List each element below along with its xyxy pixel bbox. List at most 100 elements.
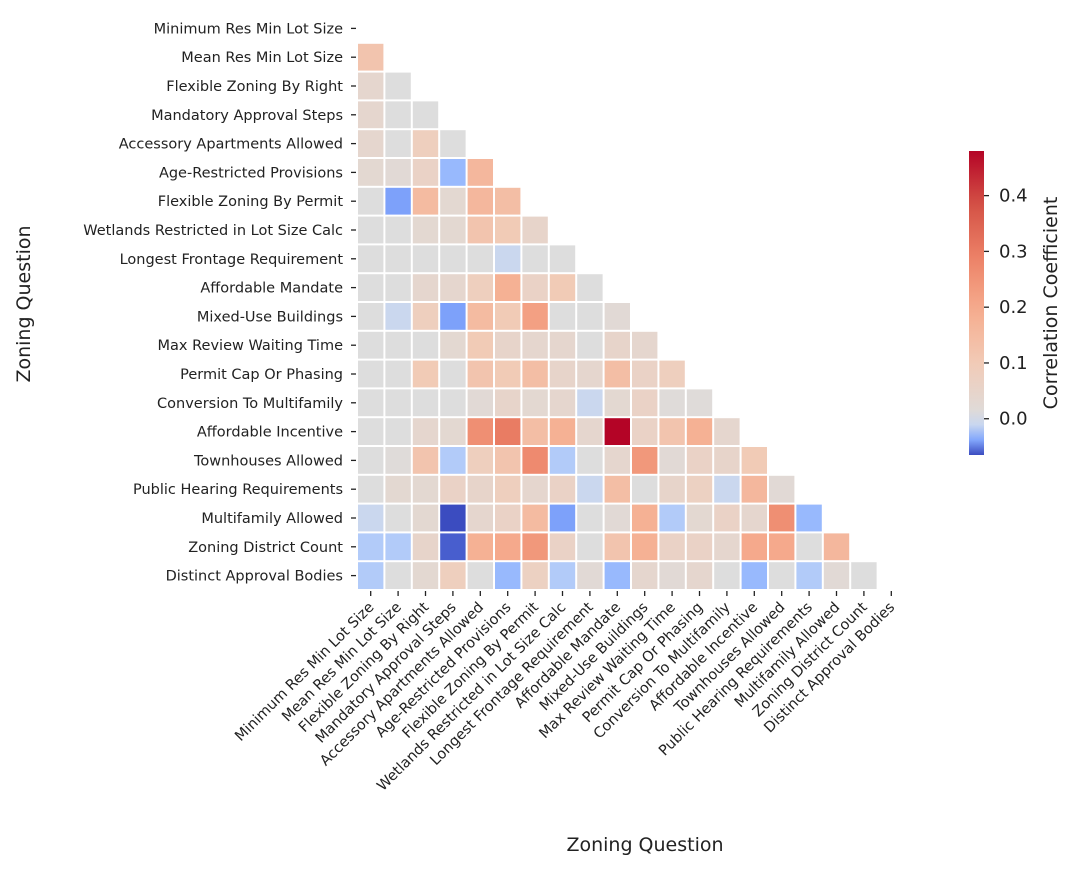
heatmap-cell — [522, 447, 548, 474]
heatmap-cell — [412, 475, 439, 503]
y-tick-label: Wetlands Restricted in Lot Size Calc — [83, 223, 343, 239]
heatmap-cell — [495, 475, 521, 503]
heatmap-cell — [577, 447, 603, 474]
heatmap-cell — [577, 418, 603, 445]
heatmap-cell — [714, 562, 740, 589]
heatmap-cell — [851, 562, 877, 589]
heatmap-cell — [358, 216, 384, 244]
heatmap-cell — [769, 475, 795, 503]
heatmap-cell — [385, 245, 411, 273]
heatmap-cell — [467, 187, 493, 215]
heatmap-cell — [385, 159, 411, 186]
heatmap-cell — [549, 562, 576, 589]
heatmap-cell — [385, 533, 411, 561]
heatmap-cell — [385, 447, 411, 474]
heatmap-cell — [358, 101, 384, 129]
heatmap-cell — [714, 447, 740, 474]
y-tick-label: Townhouses Allowed — [193, 453, 343, 469]
colorbar-tick-label: 0.4 — [999, 186, 1028, 207]
heatmap-cell — [769, 504, 795, 532]
heatmap-cell — [632, 504, 658, 532]
heatmap-cell — [577, 360, 603, 388]
y-tick-label: Affordable Incentive — [197, 425, 343, 441]
heatmap-cell — [440, 159, 466, 186]
heatmap-cell — [686, 562, 713, 589]
heatmap-cell — [604, 418, 630, 445]
heatmap-cell — [385, 504, 411, 532]
heatmap-cell — [659, 389, 685, 417]
heatmap-cell — [522, 533, 548, 561]
heatmap-cell — [358, 447, 384, 474]
heatmap-cell — [796, 504, 822, 532]
heatmap-cell — [440, 245, 466, 273]
heatmap-cell — [495, 245, 521, 273]
heatmap-cell — [495, 562, 521, 589]
heatmap-cell — [577, 331, 603, 359]
heatmap-cell — [632, 331, 658, 359]
heatmap-cell — [385, 130, 411, 157]
heatmap-cell — [385, 360, 411, 388]
heatmap-cell — [495, 187, 521, 215]
heatmap-cell — [412, 303, 439, 330]
heatmap-cell — [412, 562, 439, 589]
heatmap-cell — [522, 389, 548, 417]
heatmap-cell — [412, 245, 439, 273]
heatmap-cell — [741, 447, 767, 474]
heatmap-cell — [522, 360, 548, 388]
heatmap-cell — [467, 475, 493, 503]
heatmap-cell — [495, 303, 521, 330]
heatmap-cell — [440, 360, 466, 388]
heatmap-cell — [549, 504, 576, 532]
heatmap-cell — [495, 274, 521, 301]
heatmap-cell — [604, 331, 630, 359]
heatmap-cell — [549, 533, 576, 561]
heatmap-cell — [714, 475, 740, 503]
heatmap-cell — [823, 533, 850, 561]
heatmap-cell — [358, 130, 384, 157]
heatmap-cell — [659, 562, 685, 589]
y-tick-label: Flexible Zoning By Permit — [158, 194, 344, 210]
heatmap-cell — [686, 418, 713, 445]
y-tick-label: Age-Restricted Provisions — [159, 165, 343, 181]
heatmap-cell — [440, 130, 466, 157]
heatmap-cell — [467, 360, 493, 388]
colorbar — [969, 151, 984, 455]
colorbar-tick-label: 0.3 — [999, 241, 1028, 262]
heatmap-cell — [604, 303, 630, 330]
heatmap-cell — [522, 303, 548, 330]
heatmap-cell — [440, 418, 466, 445]
heatmap-cell — [467, 533, 493, 561]
heatmap-cell — [549, 331, 576, 359]
y-tick-label: Permit Cap Or Phasing — [180, 367, 343, 383]
heatmap-cell — [686, 475, 713, 503]
heatmap-cell — [577, 475, 603, 503]
heatmap-cell — [632, 447, 658, 474]
colorbar-tick-label: 0.1 — [999, 353, 1028, 374]
heatmap-cell — [604, 447, 630, 474]
heatmap-cell — [714, 418, 740, 445]
heatmap-cell — [522, 504, 548, 532]
heatmap-cell — [467, 418, 493, 445]
heatmap-cell — [385, 303, 411, 330]
heatmap-cell — [412, 360, 439, 388]
heatmap-cell — [385, 216, 411, 244]
heatmap-cell — [495, 360, 521, 388]
heatmap-cell — [467, 331, 493, 359]
heatmap-cell — [686, 533, 713, 561]
y-tick-label: Mean Res Min Lot Size — [181, 50, 343, 66]
heatmap-cell — [440, 533, 466, 561]
heatmap-cell — [440, 447, 466, 474]
heatmap-cell — [714, 504, 740, 532]
heatmap-cell — [495, 418, 521, 445]
heatmap-cell — [549, 360, 576, 388]
heatmap-cell — [385, 562, 411, 589]
y-tick-label: Multifamily Allowed — [201, 511, 343, 527]
heatmap-cell — [577, 274, 603, 301]
heatmap-cell — [686, 389, 713, 417]
heatmap-cell — [440, 389, 466, 417]
heatmap-cell — [659, 447, 685, 474]
heatmap-cell — [522, 475, 548, 503]
x-axis-title: Zoning Question — [566, 834, 723, 856]
